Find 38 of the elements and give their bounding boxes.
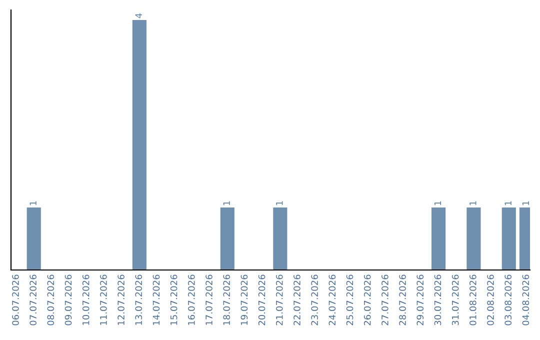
x-tick-label: 13.07.2026 <box>135 274 142 325</box>
x-tick-label: 06.07.2026 <box>12 274 19 326</box>
x-tick-label: 03.08.2026 <box>504 274 512 326</box>
x-tick-label: 31.07.2026 <box>452 274 459 326</box>
data-label: 1 <box>504 201 512 206</box>
data-label: 1 <box>276 201 283 206</box>
x-tick-label: 18.07.2026 <box>223 274 230 325</box>
x-tick-label: 15.07.2026 <box>170 274 178 325</box>
x-tick-label: 28.07.2026 <box>399 274 406 326</box>
x-tick-label: 17.07.2026 <box>206 274 212 325</box>
x-tick-label: 21.07.2026 <box>276 274 283 326</box>
x-tick-label: 20.07.2026 <box>258 274 266 326</box>
x-tick-label: 27.07.2026 <box>382 274 388 326</box>
data-label: 1 <box>223 201 230 206</box>
x-tick-label: 23.07.2026 <box>311 274 318 326</box>
data-label: 1 <box>434 201 442 206</box>
x-tick-label: 09.07.2026 <box>64 274 72 326</box>
x-tick-label: 11.07.2026 <box>100 274 107 325</box>
data-label: 1 <box>522 201 529 206</box>
x-tick-label: 25.07.2026 <box>346 274 354 326</box>
x-tick-label: 12.07.2026 <box>118 274 124 325</box>
data-label: 1 <box>470 201 476 206</box>
x-tick-label: 29.07.2026 <box>416 274 424 326</box>
x-tick-label: 24.07.2026 <box>328 274 336 326</box>
x-tick-label: 22.07.2026 <box>294 274 300 326</box>
data-label: 4 <box>135 13 142 18</box>
x-tick-label: 10.07.2026 <box>82 274 90 325</box>
x-tick-label: 30.07.2026 <box>434 274 442 326</box>
x-tick-label: 19.07.2026 <box>240 274 248 325</box>
x-tick-label: 01.08.2026 <box>469 274 476 326</box>
data-label: 1 <box>30 201 36 206</box>
x-tick-label: 02.08.2026 <box>487 274 494 326</box>
x-tick-label: 14.07.2026 <box>152 274 160 325</box>
x-tick-label: 04.08.2026 <box>522 274 530 326</box>
x-tick-label: 16.07.2026 <box>188 274 195 325</box>
x-tick-label: 26.07.2026 <box>364 274 371 326</box>
x-tick-label: 08.07.2026 <box>47 274 54 326</box>
x-tick-label: 07.07.2026 <box>30 274 36 326</box>
